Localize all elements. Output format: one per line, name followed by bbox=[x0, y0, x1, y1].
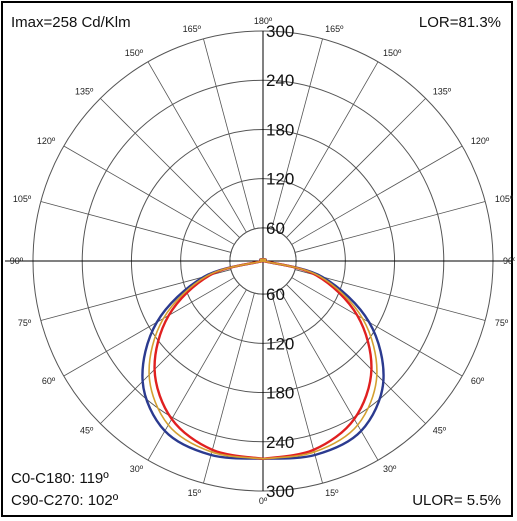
c90-c270-label: C90-C270: 102º bbox=[11, 492, 119, 509]
grid-spoke-225 bbox=[100, 98, 240, 238]
angle-tick: 165º bbox=[183, 24, 202, 34]
angle-tick: 45º bbox=[80, 426, 94, 436]
ulor-label: ULOR= 5.5% bbox=[412, 492, 501, 509]
angle-tick: 120º bbox=[37, 136, 56, 146]
grid-spoke-210 bbox=[147, 61, 247, 233]
radial-tick-up: 300 bbox=[266, 22, 294, 41]
radial-tick-down: 180 bbox=[266, 384, 294, 403]
angle-tick: 15º bbox=[188, 488, 202, 498]
grid-spoke-75 bbox=[294, 269, 486, 321]
lor-label: LOR=81.3% bbox=[418, 14, 501, 31]
grid-spoke-135 bbox=[286, 98, 426, 238]
angle-tick: 30º bbox=[383, 464, 397, 474]
radial-tick-down: 120 bbox=[266, 334, 294, 353]
angle-tick: 30º bbox=[130, 464, 144, 474]
angle-tick: 45º bbox=[433, 426, 447, 436]
angle-tick: 0º bbox=[259, 496, 268, 506]
radial-tick-down: 300 bbox=[266, 482, 294, 501]
grid-spoke-60 bbox=[291, 277, 463, 377]
radial-tick-up: 240 bbox=[266, 71, 294, 90]
curve-mean bbox=[148, 258, 378, 460]
grid-spoke-45 bbox=[286, 284, 426, 424]
angle-tick: 15º bbox=[325, 488, 339, 498]
grid-spoke-150 bbox=[279, 61, 379, 233]
angle-tick: 150º bbox=[125, 48, 144, 58]
radial-tick-up: 180 bbox=[266, 120, 294, 139]
angle-tick: 120º bbox=[471, 136, 490, 146]
angle-tick: 75º bbox=[495, 318, 509, 328]
angle-tick: 135º bbox=[75, 86, 94, 96]
angle-tick: 60º bbox=[42, 376, 56, 386]
angle-tick: 90º bbox=[10, 256, 24, 266]
angle-tick: 90º bbox=[503, 256, 515, 266]
angle-tick: 75º bbox=[18, 318, 32, 328]
angle-tick: 105º bbox=[495, 194, 514, 204]
angle-tick: 135º bbox=[433, 86, 452, 96]
polar-chart: 60601201201801802402403003000º15º30º45º6… bbox=[5, 16, 515, 506]
grid-spoke-255 bbox=[40, 201, 232, 253]
grid-spoke-120 bbox=[291, 145, 463, 245]
angle-tick: 60º bbox=[471, 376, 485, 386]
grid-spoke-315 bbox=[100, 284, 240, 424]
angle-tick: 105º bbox=[13, 194, 32, 204]
grid-spoke-165 bbox=[271, 38, 323, 230]
radial-tick-down: 240 bbox=[266, 433, 294, 452]
radial-tick-up: 60 bbox=[266, 219, 285, 238]
grid-spoke-300 bbox=[63, 277, 235, 377]
grid-spoke-285 bbox=[40, 269, 232, 321]
c0-c180-label: C0-C180: 119º bbox=[11, 470, 109, 487]
radial-tick-up: 120 bbox=[266, 170, 294, 189]
grid-spoke-195 bbox=[203, 38, 255, 230]
angle-tick: 150º bbox=[383, 48, 402, 58]
imax-label: Imax=258 Cd/Klm bbox=[11, 14, 131, 31]
grid-spoke-240 bbox=[63, 145, 235, 245]
angle-tick: 165º bbox=[325, 24, 344, 34]
angle-tick: 180º bbox=[254, 16, 273, 26]
radial-tick-down: 60 bbox=[266, 285, 285, 304]
grid-spoke-105 bbox=[294, 201, 486, 253]
